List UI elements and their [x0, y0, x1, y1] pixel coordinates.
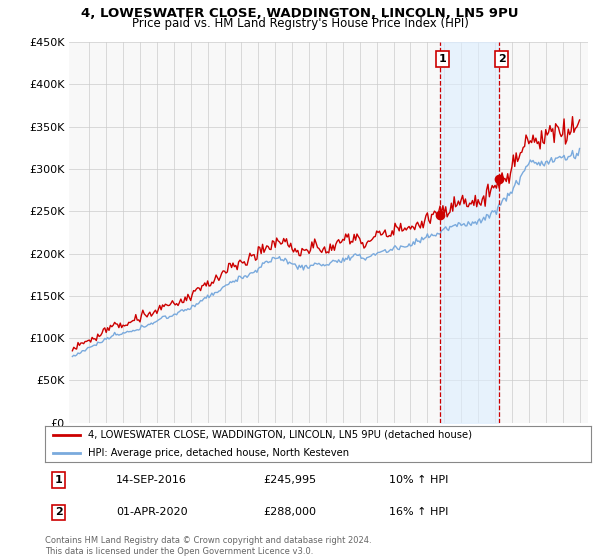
- Text: 14-SEP-2016: 14-SEP-2016: [116, 475, 187, 485]
- Text: 10% ↑ HPI: 10% ↑ HPI: [389, 475, 448, 485]
- Text: 01-APR-2020: 01-APR-2020: [116, 507, 188, 517]
- Text: 4, LOWESWATER CLOSE, WADDINGTON, LINCOLN, LN5 9PU: 4, LOWESWATER CLOSE, WADDINGTON, LINCOLN…: [81, 7, 519, 20]
- Text: Price paid vs. HM Land Registry's House Price Index (HPI): Price paid vs. HM Land Registry's House …: [131, 17, 469, 30]
- Text: 2: 2: [55, 507, 62, 517]
- Text: 1: 1: [439, 54, 446, 64]
- Text: 16% ↑ HPI: 16% ↑ HPI: [389, 507, 448, 517]
- Text: 4, LOWESWATER CLOSE, WADDINGTON, LINCOLN, LN5 9PU (detached house): 4, LOWESWATER CLOSE, WADDINGTON, LINCOLN…: [88, 430, 472, 440]
- Text: £288,000: £288,000: [263, 507, 316, 517]
- Text: 2: 2: [498, 54, 506, 64]
- Text: HPI: Average price, detached house, North Kesteven: HPI: Average price, detached house, Nort…: [88, 448, 349, 458]
- Text: £245,995: £245,995: [263, 475, 317, 485]
- Text: 1: 1: [55, 475, 62, 485]
- Text: Contains HM Land Registry data © Crown copyright and database right 2024.
This d: Contains HM Land Registry data © Crown c…: [45, 536, 371, 556]
